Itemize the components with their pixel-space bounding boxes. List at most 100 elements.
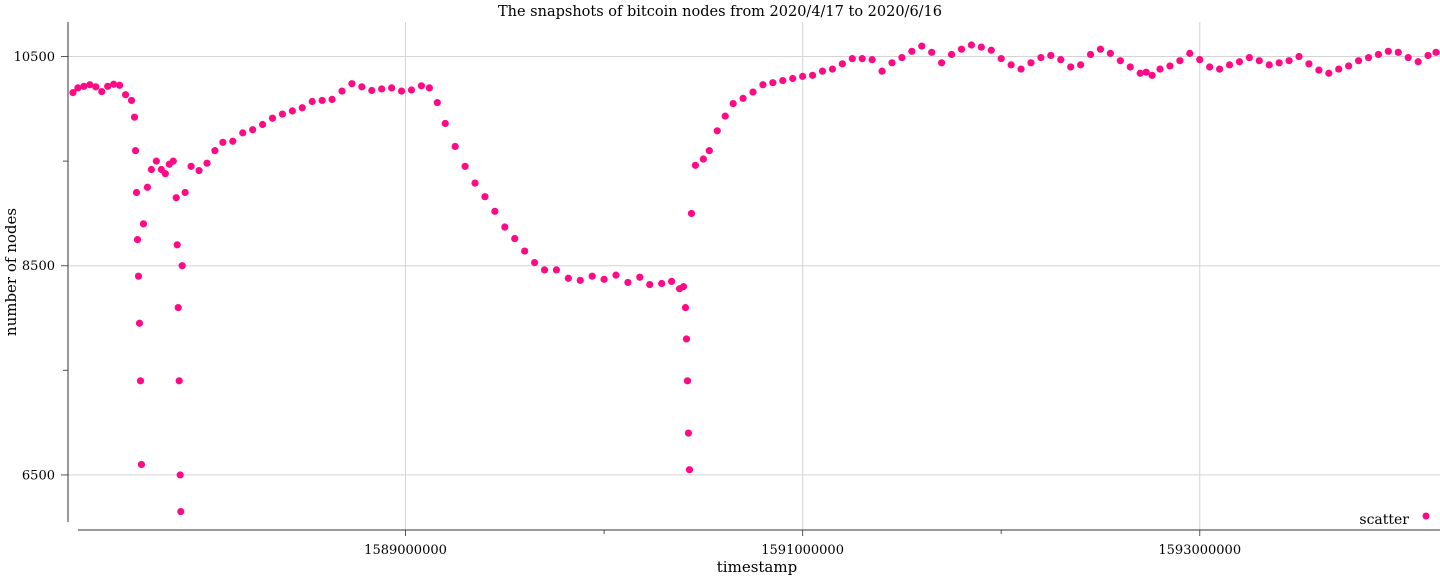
data-point — [1148, 71, 1156, 79]
data-point — [239, 129, 247, 137]
data-point — [1067, 63, 1075, 71]
chart-title: The snapshots of bitcoin nodes from 2020… — [498, 4, 942, 20]
data-point — [997, 55, 1005, 63]
data-point — [187, 162, 195, 170]
data-point — [1037, 53, 1045, 62]
data-point — [328, 95, 336, 104]
data-point — [92, 83, 100, 91]
data-point — [576, 276, 584, 284]
x-axis-title: timestamp — [717, 558, 797, 576]
data-point — [848, 55, 856, 63]
data-point — [1086, 50, 1095, 59]
data-point — [682, 335, 691, 343]
y-tick-label: 6500 — [22, 468, 55, 483]
data-point — [1096, 45, 1105, 53]
data-point — [1007, 61, 1015, 69]
data-point — [249, 126, 257, 134]
data-point — [967, 41, 976, 49]
data-point — [1275, 59, 1283, 67]
data-point — [318, 96, 326, 105]
data-point — [858, 55, 866, 63]
data-point — [425, 84, 433, 92]
data-point — [1315, 66, 1323, 74]
data-point — [938, 59, 946, 67]
data-point — [552, 266, 561, 274]
x-tick-label: 1589000000 — [364, 543, 447, 558]
data-point — [161, 170, 169, 178]
data-point — [687, 209, 696, 218]
data-point — [74, 84, 82, 92]
data-point — [1245, 53, 1253, 62]
data-point — [441, 119, 449, 128]
data-point — [521, 247, 529, 255]
data-point — [818, 67, 827, 75]
data-point — [838, 60, 846, 68]
data-point — [1394, 48, 1402, 56]
data-point — [759, 81, 767, 89]
data-point — [878, 67, 886, 75]
data-point — [1285, 57, 1293, 65]
data-point — [1335, 65, 1343, 73]
data-point — [511, 234, 519, 243]
data-point — [195, 166, 203, 175]
data-point — [1305, 60, 1313, 68]
data-point — [175, 377, 183, 385]
data-point — [143, 183, 152, 191]
data-point — [868, 56, 876, 64]
data-point — [110, 80, 118, 88]
data-point — [69, 89, 77, 97]
data-point — [799, 72, 807, 80]
data-point — [131, 147, 140, 155]
data-point — [898, 53, 906, 62]
data-point — [481, 193, 489, 201]
data-point — [152, 157, 160, 165]
data-point — [1225, 61, 1234, 69]
data-point — [530, 258, 539, 267]
data-point — [612, 271, 620, 279]
data-points — [69, 41, 1440, 516]
data-point — [1424, 51, 1432, 60]
data-point — [1017, 65, 1025, 73]
data-point — [136, 377, 145, 385]
data-point — [1116, 57, 1124, 65]
x-tick-label: 1591000000 — [761, 543, 844, 558]
data-point — [564, 274, 572, 282]
data-point — [130, 113, 139, 121]
data-point — [908, 47, 916, 55]
data-point — [679, 283, 688, 291]
data-point — [134, 272, 143, 280]
data-point — [1384, 47, 1392, 55]
data-point — [80, 82, 88, 90]
data-point — [211, 147, 219, 155]
data-point — [358, 83, 366, 91]
data-point — [298, 104, 306, 112]
data-point — [684, 429, 693, 437]
data-point — [1106, 49, 1114, 57]
data-point — [1142, 68, 1150, 76]
data-point — [540, 266, 549, 274]
data-point — [137, 460, 146, 469]
data-point — [1077, 61, 1085, 69]
data-point — [1206, 63, 1214, 71]
data-point — [308, 97, 316, 106]
data-point — [135, 319, 144, 327]
data-point — [268, 114, 277, 122]
data-point — [779, 76, 787, 85]
data-point — [1255, 57, 1263, 65]
data-point — [789, 74, 797, 83]
legend-label-scatter: scatter — [1359, 512, 1409, 528]
data-point — [348, 80, 356, 88]
data-point — [691, 161, 700, 169]
data-point — [147, 165, 155, 174]
data-point — [928, 48, 936, 56]
data-point — [1265, 61, 1273, 69]
data-point — [172, 194, 180, 202]
data-point — [407, 86, 416, 94]
y-tick-label: 8500 — [22, 259, 55, 274]
data-point — [646, 280, 654, 289]
data-point — [636, 273, 644, 281]
data-point — [397, 87, 406, 95]
data-point — [174, 303, 182, 312]
data-point — [721, 112, 729, 120]
data-point — [116, 81, 124, 89]
